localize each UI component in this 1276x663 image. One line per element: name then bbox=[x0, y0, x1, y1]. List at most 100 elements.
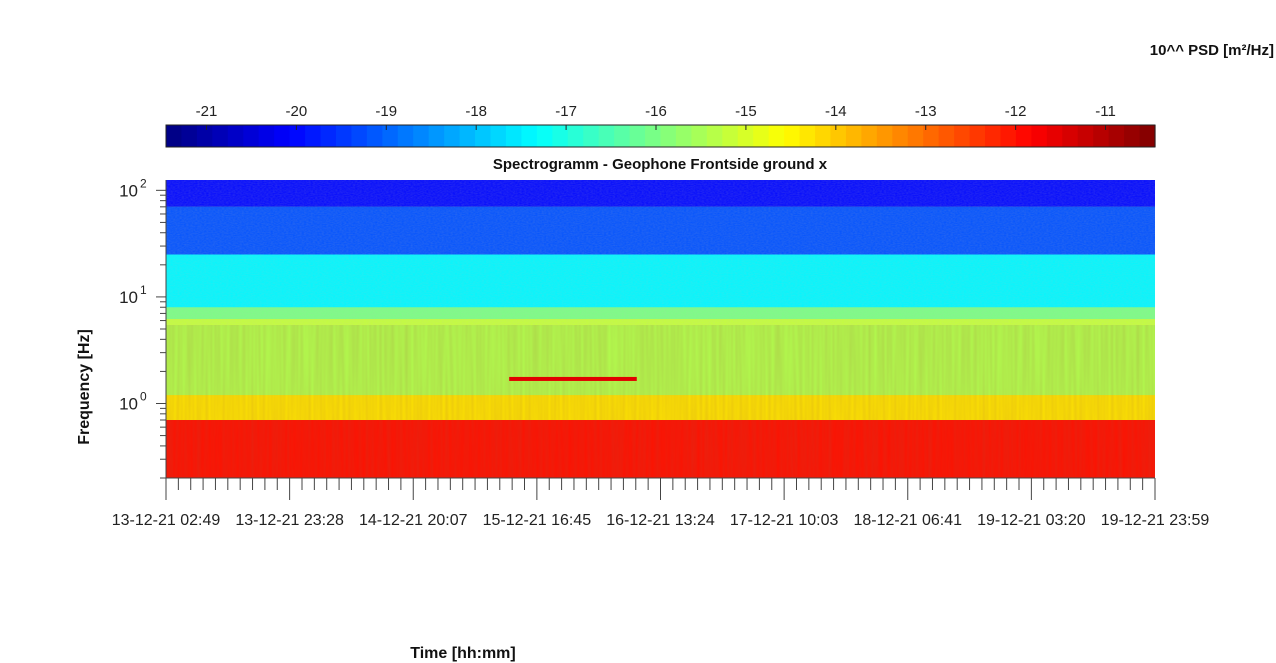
colorbar-tick-label: -14 bbox=[825, 103, 847, 120]
colorbar-segment bbox=[289, 125, 306, 147]
x-tick-label: 13-12-21 23:28 bbox=[235, 512, 344, 529]
colorbar-segment bbox=[166, 125, 183, 147]
colorbar bbox=[165, 124, 1156, 148]
x-tick-label: 13-12-21 02:49 bbox=[112, 512, 221, 529]
y-tick-label: 10 bbox=[119, 395, 138, 414]
colorbar-segment bbox=[830, 125, 847, 147]
colorbar-segment bbox=[351, 125, 368, 147]
x-tick-label: 14-12-21 20:07 bbox=[359, 512, 468, 529]
colorbar-segment bbox=[1000, 125, 1017, 147]
colorbar-segment bbox=[706, 125, 723, 147]
colorbar-segment bbox=[1015, 125, 1032, 147]
x-tick-label: 19-12-21 03:20 bbox=[977, 512, 1086, 529]
colorbar-tick-label: -20 bbox=[286, 103, 308, 120]
spectrogram-streak-texture bbox=[166, 325, 1155, 478]
colorbar-segment bbox=[1139, 125, 1156, 147]
colorbar-tick-label: -13 bbox=[915, 103, 937, 120]
colorbar-tick-label: -18 bbox=[465, 103, 487, 120]
colorbar-segment bbox=[1077, 125, 1094, 147]
colorbar-segment bbox=[691, 125, 708, 147]
colorbar-frame bbox=[165, 124, 1156, 148]
x-tick-label: 16-12-21 13:24 bbox=[606, 512, 715, 529]
colorbar-segment bbox=[614, 125, 631, 147]
colorbar-segment bbox=[567, 125, 584, 147]
x-axis-label: Time [hh:mm] bbox=[410, 645, 515, 662]
colorbar-segment bbox=[737, 125, 754, 147]
colorbar-segment bbox=[459, 125, 476, 147]
colorbar-segment bbox=[382, 125, 399, 147]
colorbar-segment bbox=[768, 125, 785, 147]
colorbar-segment bbox=[675, 125, 693, 147]
colorbar-segment bbox=[413, 125, 430, 147]
colorbar-segment bbox=[1046, 125, 1063, 147]
colorbar-tick-label: -12 bbox=[1005, 103, 1027, 120]
colorbar-segment bbox=[274, 125, 291, 147]
y-tick-label: 10 bbox=[119, 288, 138, 307]
colorbar-segment bbox=[985, 125, 1002, 147]
x-tick-label: 17-12-21 10:03 bbox=[730, 512, 839, 529]
colorbar-segment bbox=[629, 125, 646, 147]
colorbar-segment bbox=[815, 125, 832, 147]
colorbar-segment bbox=[923, 125, 940, 147]
colorbar-segment bbox=[366, 125, 383, 147]
colorbar-segment bbox=[753, 125, 770, 147]
colorbar-segment bbox=[969, 125, 986, 147]
colorbar-segment bbox=[521, 125, 538, 147]
colorbar-segment bbox=[475, 125, 492, 147]
colorbar-segment bbox=[243, 125, 260, 147]
x-tick-label: 18-12-21 06:41 bbox=[853, 512, 962, 529]
spectrogram-line-event bbox=[509, 376, 637, 381]
colorbar-segment bbox=[598, 125, 615, 147]
spectrogram-plot-area bbox=[166, 180, 1155, 478]
colorbar-tick-label: -21 bbox=[196, 103, 218, 120]
colorbar-segment bbox=[335, 125, 353, 147]
y-tick-exponent: 0 bbox=[140, 390, 147, 404]
colorbar-segment bbox=[1108, 125, 1125, 147]
colorbar-segment bbox=[722, 125, 739, 147]
colorbar-segment bbox=[892, 125, 909, 147]
colorbar-segment bbox=[320, 125, 337, 147]
colorbar-tick-label: -17 bbox=[555, 103, 577, 120]
colorbar-segment bbox=[861, 125, 878, 147]
colorbar-tick-label: -11 bbox=[1095, 103, 1116, 120]
colorbar-segment bbox=[258, 125, 275, 147]
colorbar-segment bbox=[536, 125, 553, 147]
x-tick-label: 15-12-21 16:45 bbox=[483, 512, 592, 529]
x-axis: 13-12-21 02:49 13-12-21 23:28 14-12-21 20:… bbox=[112, 477, 1210, 529]
y-axis-label: Frequency [Hz] bbox=[76, 329, 93, 445]
colorbar-segment bbox=[954, 125, 971, 147]
colorbar-tick-label: -15 bbox=[735, 103, 757, 120]
spectrogram-noise-texture bbox=[166, 180, 1155, 326]
colorbar-segment bbox=[1062, 125, 1079, 147]
colorbar-segment bbox=[181, 125, 198, 147]
colorbar-segment bbox=[196, 125, 213, 147]
colorbar-segment bbox=[1031, 125, 1048, 147]
x-tick-label: 19-12-21 23:59 bbox=[1101, 512, 1210, 529]
colorbar-tick-label: -19 bbox=[375, 103, 397, 120]
colorbar-segment bbox=[305, 125, 322, 147]
colorbar-segment bbox=[660, 125, 677, 147]
colorbar-segment bbox=[876, 125, 893, 147]
colorbar-segment bbox=[227, 125, 244, 147]
colorbar-segment bbox=[845, 125, 862, 147]
y-tick-exponent: 2 bbox=[140, 176, 147, 190]
colorbar-segment bbox=[907, 125, 924, 147]
colorbar-segment bbox=[428, 125, 445, 147]
colorbar-segment bbox=[1093, 125, 1110, 147]
colorbar-label: 10^^ PSD [m²/Hz] bbox=[1150, 42, 1274, 59]
chart-title: Spectrogramm - Geophone Frontside ground… bbox=[493, 156, 828, 173]
colorbar-segment bbox=[552, 125, 569, 147]
colorbar-ticks: -21 -20 -19 -18 -17 -16 -15 -14 -13 -12 -11 bbox=[196, 103, 1116, 130]
colorbar-segment bbox=[444, 125, 461, 147]
colorbar-segment bbox=[397, 125, 414, 147]
colorbar-segment bbox=[505, 125, 523, 147]
colorbar-segment bbox=[490, 125, 507, 147]
y-tick-label: 10 bbox=[119, 181, 138, 200]
colorbar-segment bbox=[1124, 125, 1141, 147]
colorbar-segment bbox=[583, 125, 600, 147]
colorbar-segment bbox=[645, 125, 662, 147]
colorbar-segment bbox=[799, 125, 816, 147]
colorbar-segment bbox=[784, 125, 801, 147]
